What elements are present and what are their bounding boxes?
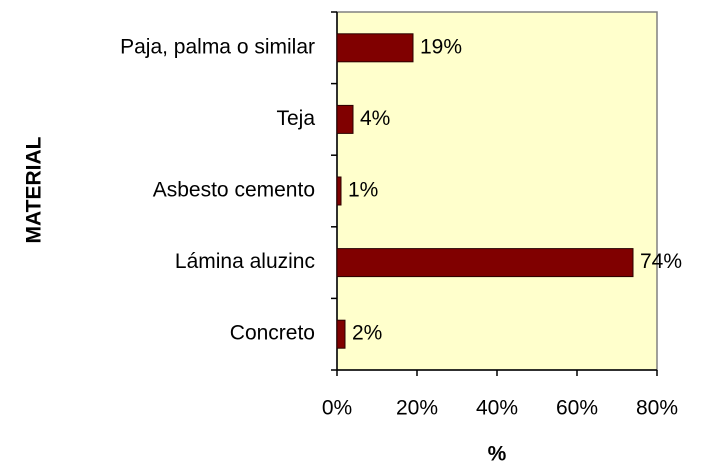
bar bbox=[336, 176, 342, 206]
plot-area bbox=[336, 11, 658, 371]
x-axis-label: % bbox=[488, 443, 507, 465]
y-axis-label: MATERIAL bbox=[23, 136, 46, 243]
bar bbox=[336, 248, 634, 278]
y-tick-label: Lámina aluzinc bbox=[175, 250, 315, 273]
x-tick-label: 20% bbox=[396, 397, 438, 420]
bar bbox=[336, 104, 354, 134]
y-tick-label: Asbesto cemento bbox=[153, 179, 315, 202]
x-tick-label: 40% bbox=[476, 397, 518, 420]
data-label: 19% bbox=[420, 35, 462, 58]
y-tick-label: Concreto bbox=[230, 322, 315, 345]
data-label: 1% bbox=[348, 179, 378, 202]
x-tick-label: 0% bbox=[322, 397, 352, 420]
bar bbox=[336, 319, 346, 349]
y-tick-label: Teja bbox=[276, 107, 315, 130]
data-label: 4% bbox=[360, 107, 390, 130]
x-tick-label: 60% bbox=[556, 397, 598, 420]
x-tick-label: 80% bbox=[636, 397, 678, 420]
data-label: 2% bbox=[352, 322, 382, 345]
data-label: 74% bbox=[640, 250, 682, 273]
bar bbox=[336, 33, 414, 63]
y-tick-label: Paja, palma o similar bbox=[120, 35, 315, 58]
